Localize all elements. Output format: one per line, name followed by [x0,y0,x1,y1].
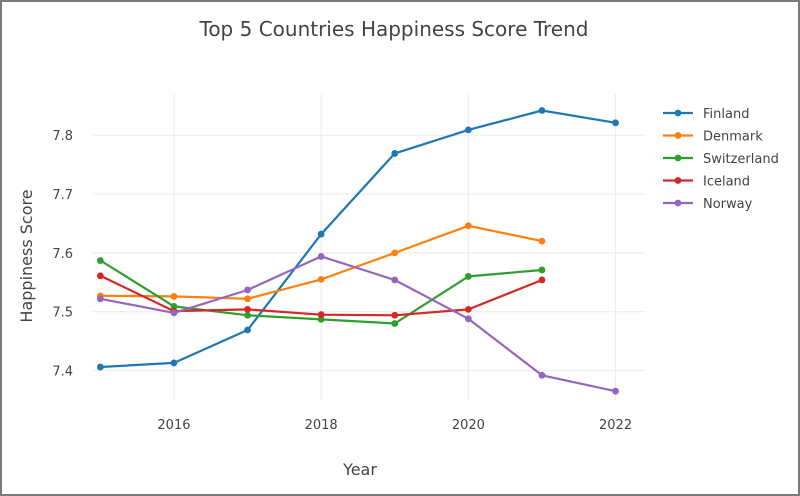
data-point-finland [170,359,178,367]
legend-swatch-marker [674,132,682,139]
y-tick-labels: 7.4 7.5 7.6 7.7 7.8 [52,129,73,379]
legend-label: Switzerland [703,152,779,167]
data-point-finland [464,126,472,134]
data-point-switzerland [538,266,546,274]
data-point-switzerland [96,257,104,264]
legend-item-iceland[interactable]: Iceland [663,175,750,190]
x-tick-label: 2016 [157,418,190,433]
data-point-finland [612,119,619,127]
data-point-norway [612,387,619,395]
data-point-norway [96,295,104,303]
y-tick-label: 7.7 [52,188,73,203]
data-point-switzerland [170,303,178,310]
legend-label: Finland [703,107,749,122]
x-tick-label: 2018 [305,418,338,433]
y-tick-label: 7.6 [52,247,73,262]
x-tick-labels: 2016 2018 2020 2022 [157,418,632,433]
data-point-switzerland [244,311,251,319]
data-point-switzerland [317,315,325,323]
data-point-finland [538,107,546,114]
y-axis-title: Happiness Score [17,189,36,322]
data-point-norway [170,309,178,317]
legend-label: Norway [703,197,753,212]
data-point-denmark [538,237,546,245]
data-point-iceland [538,276,546,284]
legend: Finland Denmark Switzerland Iceland Norway [663,107,779,212]
data-point-norway [244,286,251,294]
data-point-norway [391,276,399,284]
data-point-switzerland [464,273,472,280]
x-tick-label: 2020 [452,418,485,433]
data-point-denmark [244,295,251,303]
data-point-iceland [391,311,399,319]
y-tick-label: 7.8 [52,129,73,144]
legend-swatch-marker [674,109,682,117]
y-tick-label: 7.4 [52,365,73,380]
data-point-iceland [317,311,325,319]
legend-swatch-marker [674,154,682,162]
grid-lines [93,94,645,400]
data-point-denmark [170,293,178,300]
data-point-denmark [464,222,472,230]
data-point-norway [317,253,325,260]
data-point-iceland [96,272,104,280]
data-point-denmark [391,249,399,257]
data-point-switzerland [391,320,399,327]
legend-item-norway[interactable]: Norway [663,197,753,212]
data-point-iceland [244,305,251,313]
legend-swatch-marker [674,177,682,184]
data-point-finland [96,363,104,371]
legend-label: Denmark [703,130,763,145]
legend-item-finland[interactable]: Finland [663,107,749,122]
legend-item-switzerland[interactable]: Switzerland [663,152,779,167]
series-lines [96,107,619,395]
x-axis-title: Year [342,460,377,479]
series-line-finland [100,109,616,369]
data-point-finland [244,326,251,334]
data-point-denmark [317,275,325,283]
legend-label: Iceland [703,175,750,190]
y-tick-label: 7.5 [52,306,73,321]
data-point-finland [391,150,399,157]
data-point-norway [538,371,546,379]
legend-swatch-marker [674,199,682,207]
x-tick-label: 2022 [599,418,632,433]
data-point-finland [317,230,325,238]
series-line-norway [100,255,616,393]
data-point-iceland [464,305,472,313]
legend-item-denmark[interactable]: Denmark [663,130,763,145]
data-point-norway [464,315,472,323]
chart-title: Top 5 Countries Happiness Score Trend [199,17,589,41]
